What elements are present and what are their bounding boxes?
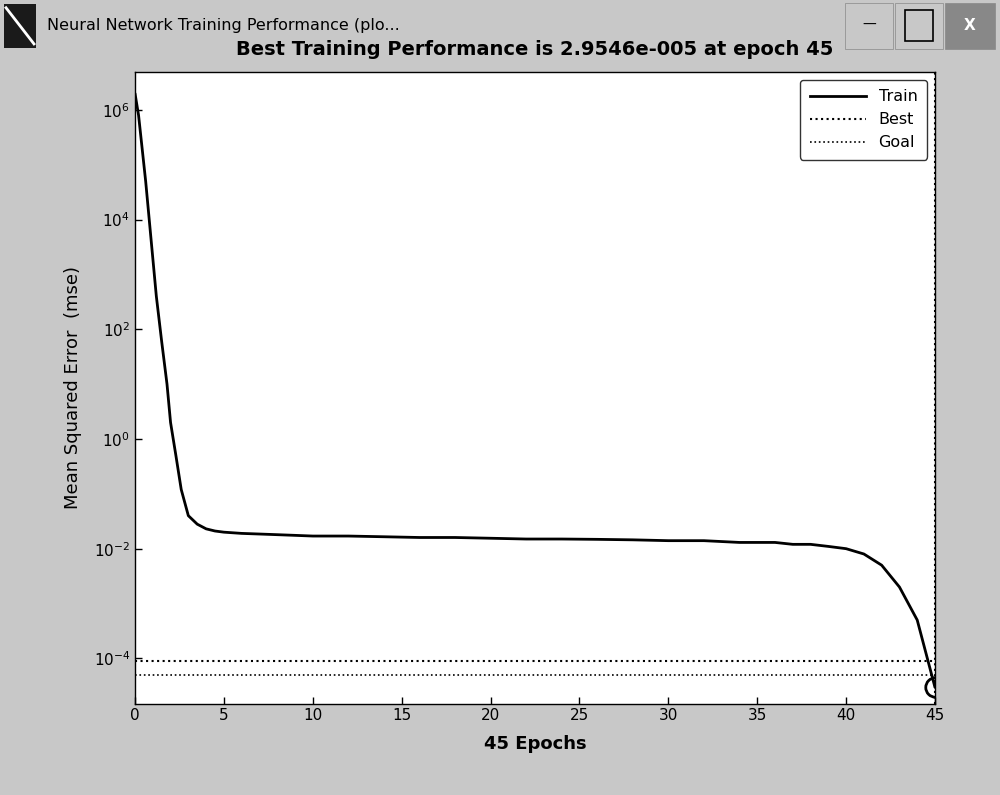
FancyBboxPatch shape xyxy=(4,4,36,48)
Train xyxy=(627,535,639,545)
Train xyxy=(191,519,203,529)
Title: Best Training Performance is 2.9546e-005 at epoch 45: Best Training Performance is 2.9546e-005… xyxy=(236,40,834,59)
Train xyxy=(769,537,781,547)
Train xyxy=(787,540,799,549)
Train xyxy=(556,534,568,544)
Train xyxy=(485,533,497,543)
X-axis label: 45 Epochs: 45 Epochs xyxy=(484,735,586,753)
Train xyxy=(236,529,248,538)
Train xyxy=(289,530,301,540)
Goal xyxy=(129,670,141,680)
Text: —: — xyxy=(862,17,876,32)
Goal xyxy=(147,670,159,680)
Train xyxy=(822,541,834,551)
Train xyxy=(929,683,941,692)
Train xyxy=(751,537,763,547)
Train xyxy=(733,537,745,547)
Train xyxy=(662,536,674,545)
Train xyxy=(140,176,152,186)
FancyBboxPatch shape xyxy=(945,2,995,49)
Train xyxy=(200,524,212,533)
Train xyxy=(129,88,141,98)
Train xyxy=(161,379,173,389)
Train xyxy=(182,511,194,521)
Train xyxy=(698,536,710,545)
Line: Train: Train xyxy=(135,93,935,688)
Train xyxy=(209,526,221,536)
Train xyxy=(133,111,145,120)
Train xyxy=(840,544,852,553)
FancyBboxPatch shape xyxy=(895,2,943,49)
Train xyxy=(893,582,905,591)
Legend: Train, Best, Goal: Train, Best, Goal xyxy=(800,80,927,160)
Train xyxy=(253,529,265,539)
Train xyxy=(143,215,155,224)
Train xyxy=(413,533,425,542)
Train xyxy=(520,534,532,544)
Train xyxy=(175,485,187,494)
Train xyxy=(449,533,461,542)
Train xyxy=(876,560,888,570)
Train xyxy=(858,549,870,559)
Train xyxy=(136,143,148,153)
Train xyxy=(150,292,162,301)
Train xyxy=(147,253,159,262)
Train xyxy=(271,530,283,540)
Train xyxy=(591,534,603,544)
Best xyxy=(129,656,141,665)
Best xyxy=(147,656,159,665)
Train xyxy=(307,531,319,541)
Train xyxy=(378,532,390,541)
Train xyxy=(156,337,168,347)
Text: X: X xyxy=(964,18,976,33)
Y-axis label: Mean Squared Error  (mse): Mean Squared Error (mse) xyxy=(64,266,82,509)
Train xyxy=(805,540,817,549)
Train xyxy=(170,451,182,460)
FancyBboxPatch shape xyxy=(845,2,893,49)
Train xyxy=(218,527,230,537)
Train xyxy=(342,531,354,541)
Train xyxy=(911,615,923,625)
Train xyxy=(165,417,177,427)
Text: Neural Network Training Performance (plo...: Neural Network Training Performance (plo… xyxy=(47,18,400,33)
